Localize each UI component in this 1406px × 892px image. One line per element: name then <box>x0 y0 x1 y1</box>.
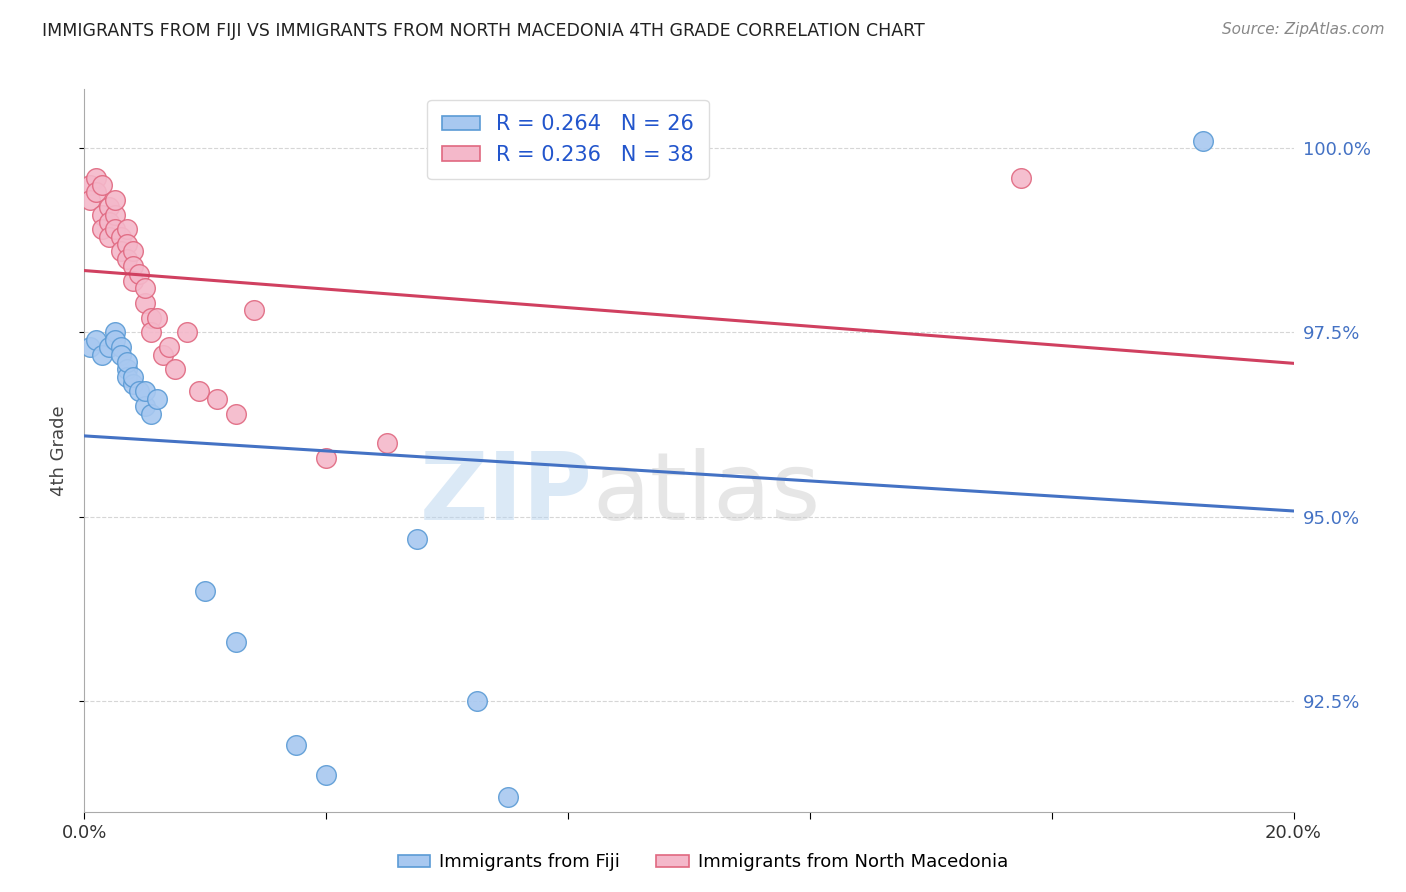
Point <box>115 362 138 376</box>
Point <box>152 348 174 362</box>
Point <box>104 326 127 340</box>
Text: Source: ZipAtlas.com: Source: ZipAtlas.com <box>1222 22 1385 37</box>
Point <box>97 229 120 244</box>
Point <box>110 244 132 259</box>
Point <box>1011 170 1033 185</box>
Point <box>91 348 114 362</box>
Point <box>188 384 211 399</box>
Point <box>1192 134 1215 148</box>
Point <box>104 222 127 236</box>
Point <box>467 694 489 708</box>
Point <box>79 178 101 192</box>
Point <box>79 193 101 207</box>
Point <box>86 186 108 200</box>
Point <box>157 340 180 354</box>
Point <box>86 170 108 185</box>
Point <box>128 267 150 281</box>
Point <box>496 789 519 804</box>
Point <box>97 200 120 214</box>
Y-axis label: 4th Grade: 4th Grade <box>51 405 69 496</box>
Point <box>110 229 132 244</box>
Point <box>315 768 337 782</box>
Point <box>375 436 398 450</box>
Point <box>139 407 162 421</box>
Legend: Immigrants from Fiji, Immigrants from North Macedonia: Immigrants from Fiji, Immigrants from No… <box>391 847 1015 879</box>
Point <box>121 259 143 273</box>
Point <box>406 532 429 546</box>
Point <box>128 384 150 399</box>
Point <box>134 281 156 295</box>
Point <box>121 244 143 259</box>
Point <box>134 296 156 310</box>
Point <box>207 392 229 406</box>
Point <box>315 450 337 465</box>
Point <box>115 369 138 384</box>
Point <box>146 310 169 325</box>
Point <box>91 222 114 236</box>
Point <box>97 215 120 229</box>
Legend: R = 0.264   N = 26, R = 0.236   N = 38: R = 0.264 N = 26, R = 0.236 N = 38 <box>427 100 709 179</box>
Point <box>194 583 217 598</box>
Point <box>115 355 138 369</box>
Text: ZIP: ZIP <box>419 448 592 540</box>
Point <box>91 208 114 222</box>
Point <box>79 340 101 354</box>
Point <box>115 237 138 252</box>
Point <box>134 399 156 413</box>
Point <box>225 635 247 649</box>
Point <box>115 222 138 236</box>
Point <box>104 208 127 222</box>
Point <box>121 274 143 288</box>
Point <box>146 392 169 406</box>
Point <box>97 340 120 354</box>
Point <box>242 303 264 318</box>
Point <box>225 407 247 421</box>
Point <box>86 333 108 347</box>
Point <box>121 377 143 392</box>
Point <box>110 340 132 354</box>
Point <box>139 326 162 340</box>
Point <box>139 310 162 325</box>
Text: IMMIGRANTS FROM FIJI VS IMMIGRANTS FROM NORTH MACEDONIA 4TH GRADE CORRELATION CH: IMMIGRANTS FROM FIJI VS IMMIGRANTS FROM … <box>42 22 925 40</box>
Point <box>134 384 156 399</box>
Point <box>285 739 308 753</box>
Point <box>104 333 127 347</box>
Point <box>110 348 132 362</box>
Point <box>115 252 138 266</box>
Point <box>176 326 198 340</box>
Point <box>121 369 143 384</box>
Point <box>165 362 187 376</box>
Point <box>104 193 127 207</box>
Text: atlas: atlas <box>592 448 821 540</box>
Point <box>91 178 114 192</box>
